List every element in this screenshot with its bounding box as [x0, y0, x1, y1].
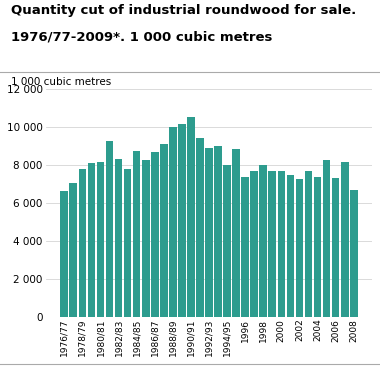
Bar [169, 127, 177, 317]
Text: 1976/77-2009*. 1 000 cubic metres: 1976/77-2009*. 1 000 cubic metres [11, 31, 273, 44]
Bar [250, 171, 258, 317]
Bar [268, 171, 276, 317]
Text: Quantity cut of industrial roundwood for sale.: Quantity cut of industrial roundwood for… [11, 4, 357, 17]
Bar [305, 171, 312, 317]
Bar [277, 171, 285, 317]
Bar [196, 138, 204, 317]
Bar [160, 144, 168, 317]
Bar [178, 123, 186, 317]
Bar [296, 179, 303, 317]
Text: 1 000 cubic metres: 1 000 cubic metres [11, 77, 112, 87]
Bar [205, 148, 213, 317]
Bar [287, 175, 294, 317]
Bar [241, 178, 249, 317]
Bar [97, 162, 104, 317]
Bar [87, 163, 95, 317]
Bar [314, 177, 321, 317]
Bar [106, 141, 113, 317]
Bar [142, 160, 150, 317]
Bar [60, 191, 68, 317]
Bar [133, 151, 141, 317]
Bar [350, 190, 358, 317]
Bar [260, 165, 267, 317]
Bar [232, 149, 240, 317]
Bar [332, 178, 339, 317]
Bar [124, 169, 131, 317]
Bar [70, 183, 77, 317]
Bar [323, 160, 331, 317]
Bar [187, 117, 195, 317]
Bar [223, 164, 231, 317]
Bar [151, 152, 158, 317]
Bar [341, 162, 348, 317]
Bar [79, 169, 86, 317]
Bar [214, 146, 222, 317]
Bar [115, 159, 122, 317]
